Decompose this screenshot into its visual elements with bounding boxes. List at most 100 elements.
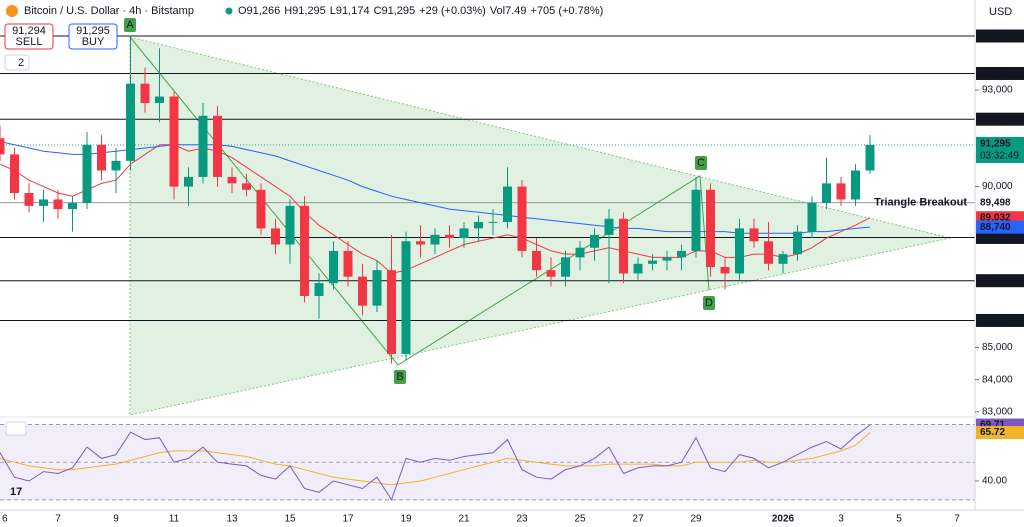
level-label-box	[976, 274, 1024, 288]
x-tick-label: 3	[838, 514, 844, 525]
volume-change: +705 (+0.78%)	[531, 5, 604, 17]
y-tick-label: 85,000	[982, 342, 1013, 353]
level-label: 85,839	[976, 313, 1024, 327]
level-label: 93,516	[976, 66, 1024, 80]
sell-price: 91,294	[12, 25, 46, 37]
high: H91,295	[284, 5, 326, 17]
indicator-toggle[interactable]	[4, 54, 30, 71]
x-tick-label: 7	[954, 514, 960, 525]
x-tick-label: 17	[342, 514, 354, 525]
x-tick-label: 27	[632, 514, 644, 525]
level-label-text: 88,419	[980, 232, 1011, 243]
candle-body	[822, 183, 831, 203]
candle-body	[430, 234, 440, 245]
quote: O91,266 H91,295 L91,174 C91,295 +29 (+0.03%)…	[238, 5, 603, 17]
candle-body	[68, 202, 77, 210]
candle-body	[677, 250, 686, 258]
point-label: B	[396, 371, 403, 383]
level-label-box	[976, 230, 1024, 244]
candle-body	[590, 234, 599, 248]
level-label: 88,419	[976, 230, 1024, 244]
x-tick-label: 6	[2, 514, 8, 525]
x-tick-label: 5	[896, 514, 902, 525]
candle-body	[39, 199, 48, 206]
point-label: C	[697, 157, 705, 169]
x-tick-label: 25	[574, 514, 586, 525]
point-marker	[394, 370, 406, 384]
candle-body	[82, 144, 92, 203]
candle-body	[807, 202, 817, 232]
point-label: A	[126, 19, 134, 31]
candle-body	[314, 283, 324, 296]
breakout-label: 89,498	[976, 196, 1024, 210]
sell-button[interactable]	[4, 23, 54, 50]
point-label: D	[705, 297, 713, 309]
ma-label-box	[976, 220, 1024, 234]
buy-label: BUY	[82, 36, 105, 48]
volume: Vol7.49	[490, 5, 527, 17]
candle-body	[416, 241, 425, 245]
countdown: 03:32:49	[980, 151, 1019, 162]
x-tick-label: 11	[169, 514, 180, 525]
candle-body	[445, 234, 454, 239]
rsi-ma-label-box	[976, 426, 1024, 440]
buy-price: 91,295	[76, 25, 110, 37]
level-label: 87,075	[976, 274, 1024, 288]
candle-body	[300, 205, 309, 296]
buy-button[interactable]	[68, 23, 118, 50]
candle-body	[517, 186, 527, 251]
candle-body	[97, 144, 106, 171]
level-label-box	[976, 29, 1024, 43]
candle-body	[213, 115, 222, 177]
candle-body	[851, 170, 860, 200]
breakout-label-box	[976, 196, 1024, 210]
low: L91,174	[330, 5, 370, 17]
rsi-ma-label: 65.72	[976, 426, 1024, 440]
rsi-ma	[0, 432, 871, 486]
candle-body	[387, 270, 396, 354]
candle-body	[242, 183, 251, 190]
x-tick-label: 2026	[772, 514, 795, 525]
candle-body	[140, 83, 150, 103]
indicator-count: 2	[18, 57, 24, 69]
candle-body	[256, 189, 266, 229]
candle-body	[155, 96, 164, 103]
candle-body	[227, 176, 237, 184]
change: +29 (+0.03%)	[419, 5, 486, 17]
chart-title: Bitcoin / U.S. Dollar · 4h · Bitstamp	[24, 5, 194, 17]
level-label-box	[976, 313, 1024, 327]
rsi-tick-label: 40.00	[982, 476, 1007, 487]
candle-body	[24, 193, 34, 206]
candle-body	[532, 250, 541, 271]
sell-label: SELL	[16, 36, 43, 48]
candle-body	[619, 218, 628, 274]
candle-body	[604, 218, 614, 235]
y-tick-label: 93,000	[982, 85, 1013, 96]
point-marker	[703, 296, 715, 310]
candle-body	[691, 189, 701, 251]
candle-body	[285, 205, 295, 245]
pane-toggle[interactable]	[5, 421, 27, 436]
x-tick-label: 13	[226, 514, 238, 525]
y-tick-label: 83,000	[982, 406, 1013, 417]
level-label-text: 92,095	[980, 114, 1011, 125]
open: O91,266	[238, 5, 280, 17]
y-tick-label: 84,000	[982, 374, 1013, 385]
ma-label-text: 88,740	[980, 222, 1011, 233]
level-label-text: 85,839	[980, 315, 1011, 326]
candle-body	[372, 270, 382, 306]
ma-label-text: 89,032	[980, 212, 1011, 223]
coin-icon	[6, 5, 18, 17]
logo: 17	[10, 486, 22, 498]
candle-body	[488, 221, 498, 223]
candle-body	[459, 228, 469, 239]
candle-body	[749, 228, 759, 242]
candle-body	[575, 247, 585, 258]
level-label-box	[976, 66, 1024, 80]
candle-body	[503, 186, 512, 222]
candle-body	[343, 250, 353, 277]
y-tick-label: 90,000	[982, 181, 1013, 192]
x-tick-label: 9	[113, 514, 119, 525]
